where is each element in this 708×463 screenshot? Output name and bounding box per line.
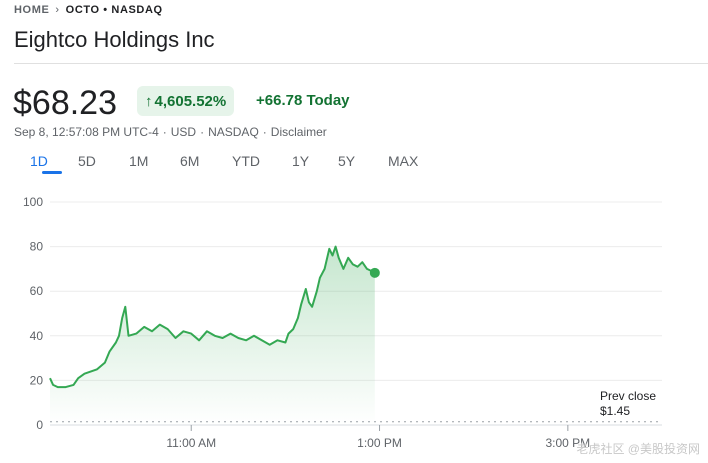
y-tick-label: 100 <box>23 195 43 209</box>
current-price-dot <box>369 267 380 278</box>
breadcrumb-home-link[interactable]: HOME <box>14 4 50 16</box>
quote-meta: Sep 8, 12:57:08 PM UTC-4 · USD · NASDAQ … <box>14 125 327 139</box>
page-title: Eightco Holdings Inc <box>14 27 215 52</box>
tab-ytd[interactable]: YTD <box>232 153 260 169</box>
price-chart[interactable]: 100 80 60 40 20 0 11:00 AM 1:00 PM 3:00 PM Prev… <box>0 185 708 463</box>
percent-change-badge: ↑ 4,605.52% <box>137 86 235 116</box>
y-tick-label: 40 <box>30 329 44 343</box>
x-tick-label: 1:00 PM <box>357 436 402 450</box>
meta-separator: · <box>262 125 267 139</box>
current-price: $68.23 <box>13 84 117 122</box>
tab-1m[interactable]: 1M <box>129 153 149 169</box>
tab-5d[interactable]: 5D <box>78 153 96 169</box>
x-tick-label: 3:00 PM <box>545 436 590 450</box>
tab-max[interactable]: MAX <box>388 153 419 169</box>
quote-timestamp: Sep 8, 12:57:08 PM UTC-4 <box>14 125 159 139</box>
y-tick-label: 80 <box>30 240 44 254</box>
tab-1y[interactable]: 1Y <box>292 153 310 169</box>
today-change: +66.78 Today <box>256 92 350 109</box>
watermark: 老虎社区 @美股投资网 <box>576 442 700 456</box>
active-tab-indicator <box>42 171 62 174</box>
prev-close-label: Prev close <box>600 389 656 403</box>
tab-5y[interactable]: 5Y <box>338 153 356 169</box>
y-tick-label: 20 <box>30 373 44 387</box>
percent-change-value: 4,605.52% <box>154 92 227 110</box>
arrow-up-icon: ↑ <box>145 92 153 110</box>
price-area <box>50 246 375 425</box>
price-line <box>49 245 376 389</box>
divider <box>14 63 708 64</box>
chevron-right-icon: › <box>55 4 60 16</box>
x-tick-label: 11:00 AM <box>166 436 216 450</box>
y-axis: 100 80 60 40 20 0 <box>23 195 43 432</box>
tab-6m[interactable]: 6M <box>180 153 200 169</box>
breadcrumb: HOME › OCTO • NASDAQ <box>14 4 163 16</box>
tab-1d[interactable]: 1D <box>30 153 48 169</box>
y-tick-label: 0 <box>36 418 43 432</box>
disclaimer-link[interactable]: Disclaimer <box>270 125 327 139</box>
prev-close-value: $1.45 <box>600 404 630 418</box>
breadcrumb-ticker: OCTO • NASDAQ <box>65 4 163 16</box>
quote-currency: USD <box>170 125 197 139</box>
quote-exchange: NASDAQ <box>208 125 259 139</box>
meta-separator: · <box>162 125 167 139</box>
x-axis: 11:00 AM 1:00 PM 3:00 PM <box>166 425 590 450</box>
meta-separator: · <box>200 125 205 139</box>
y-tick-label: 60 <box>30 284 44 298</box>
